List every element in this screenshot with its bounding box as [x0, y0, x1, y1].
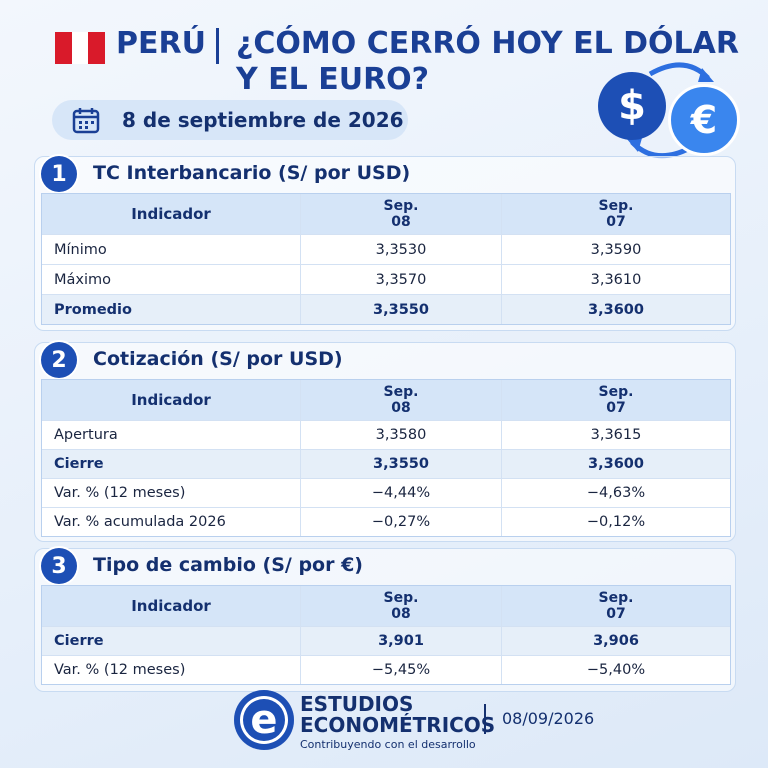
footer-divider — [484, 704, 486, 734]
row-label: Var. % acumulada 2026 — [54, 514, 226, 530]
column-header: Indicador — [131, 391, 211, 409]
row-label: Cierre — [54, 633, 104, 649]
date-pill: 8 de septiembre de 2026 — [52, 100, 408, 140]
row-value: 3,3530 — [300, 235, 501, 264]
row-label: Promedio — [54, 301, 132, 318]
column-header: Sep. 07 — [501, 194, 730, 234]
row-label: Máximo — [54, 271, 112, 288]
header-row: Indicador Sep. 08 Sep. 07 — [42, 380, 730, 420]
row-value: 3,3610 — [501, 265, 730, 294]
section-title: TC Interbancario (S/ por USD) — [93, 162, 410, 184]
column-day: 07 — [606, 214, 626, 230]
tagline: Contribuyendo con el desarrollo — [300, 738, 476, 751]
table-row: Var. % acumulada 2026 −0,27% −0,12% — [42, 507, 730, 536]
brand: ESTUDIOS ECONOMÉTRICOS — [300, 694, 495, 736]
table-row: Var. % (12 meses) −4,44% −4,63% — [42, 478, 730, 507]
row-value: 3,3590 — [501, 235, 730, 264]
row-value: 3,3615 — [501, 421, 730, 449]
row-value: −5,40% — [501, 656, 730, 684]
section-title: Tipo de cambio (S/ por €) — [93, 554, 363, 576]
table-row: Promedio 3,3550 3,3600 — [42, 294, 730, 324]
section: 3 Tipo de cambio (S/ por €) Indicador Sep. 0… — [34, 548, 736, 692]
row-value: −4,44% — [300, 479, 501, 507]
table: Indicador Sep. 08 Sep. 07 Mínimo 3,3530 3,3590 M… — [41, 193, 731, 325]
table-row: Máximo 3,3570 3,3610 — [42, 264, 730, 294]
currency-arrows — [626, 62, 714, 159]
row-value: 3,901 — [300, 627, 501, 655]
section-unit: (S/ por USD) — [210, 348, 343, 370]
brand-line: ESTUDIOS — [300, 692, 414, 716]
column-header: Sep. 08 — [300, 194, 501, 234]
column-header: Sep. 07 — [501, 586, 730, 626]
section: 1 TC Interbancario (S/ por USD) Indicador S… — [34, 156, 736, 331]
column-day: 08 — [391, 606, 411, 622]
divider — [216, 28, 219, 64]
column-header: Indicador — [131, 597, 211, 615]
column-header: Sep. 08 — [300, 380, 501, 420]
title: ¿CÓMO CERRÓ HOY EL DÓLAR Y EL EURO? — [236, 26, 739, 98]
euro-icon: € — [668, 84, 740, 156]
column-month: Sep. — [383, 590, 419, 606]
column-day: 08 — [391, 214, 411, 230]
section-title: Cotización (S/ por USD) — [93, 348, 343, 370]
header-row: Indicador Sep. 08 Sep. 07 — [42, 586, 730, 626]
table: Indicador Sep. 08 Sep. 07 Apertura 3,3580 3,361… — [41, 379, 731, 537]
table-row: Apertura 3,3580 3,3615 — [42, 420, 730, 449]
section: 2 Cotización (S/ por USD) Indicador Sep. 08 S… — [34, 342, 736, 542]
row-value: 3,3550 — [300, 450, 501, 478]
dollar-icon: $ — [598, 72, 666, 140]
row-label: Var. % (12 meses) — [54, 662, 186, 678]
column-header: Indicador — [131, 205, 211, 223]
table-row: Var. % (12 meses) −5,45% −5,40% — [42, 655, 730, 684]
row-value: 3,3600 — [501, 450, 730, 478]
column-day: 07 — [606, 400, 626, 416]
section-number: 3 — [41, 548, 77, 584]
row-label: Cierre — [54, 456, 104, 472]
section-name: Tipo de cambio — [93, 554, 256, 576]
row-value: −4,63% — [501, 479, 730, 507]
row-value: 3,3570 — [300, 265, 501, 294]
table-row: Cierre 3,901 3,906 — [42, 626, 730, 655]
row-label: Var. % (12 meses) — [54, 485, 186, 501]
column-month: Sep. — [598, 590, 634, 606]
date: 8 de septiembre de 2026 — [122, 108, 404, 132]
brand-line: ECONOMÉTRICOS — [300, 713, 496, 737]
section-unit: (S/ por USD) — [278, 162, 411, 184]
footer-date: 08/09/2026 — [502, 709, 595, 728]
table-row: Cierre 3,3550 3,3600 — [42, 449, 730, 478]
column-header: Sep. 07 — [501, 380, 730, 420]
header-row: Indicador Sep. 08 Sep. 07 — [42, 194, 730, 234]
column-header: Sep. 08 — [300, 586, 501, 626]
section-name: TC Interbancario — [93, 162, 272, 184]
column-month: Sep. — [598, 384, 634, 400]
table: Indicador Sep. 08 Sep. 07 Cierre 3,901 3,906 Var… — [41, 585, 731, 685]
row-label: Apertura — [54, 427, 118, 443]
row-value: 3,3600 — [501, 295, 730, 324]
table-row: Mínimo 3,3530 3,3590 — [42, 234, 730, 264]
section-number: 1 — [41, 156, 77, 192]
row-value: 3,3580 — [300, 421, 501, 449]
column-day: 07 — [606, 606, 626, 622]
column-month: Sep. — [598, 198, 634, 214]
logo: e — [234, 690, 294, 750]
row-value: −0,27% — [300, 508, 501, 536]
column-month: Sep. — [383, 384, 419, 400]
section-unit: (S/ por €) — [262, 554, 363, 576]
row-label: Mínimo — [54, 241, 107, 258]
section-number: 2 — [41, 342, 77, 378]
row-value: 3,906 — [501, 627, 730, 655]
title-line: ¿CÓMO CERRÓ HOY EL DÓLAR — [236, 26, 739, 61]
column-day: 08 — [391, 400, 411, 416]
column-month: Sep. — [383, 198, 419, 214]
flag — [55, 32, 106, 64]
country: PERÚ — [116, 26, 206, 61]
title-line: Y EL EURO? — [236, 62, 430, 97]
row-value: −0,12% — [501, 508, 730, 536]
row-value: −5,45% — [300, 656, 501, 684]
section-name: Cotización — [93, 348, 204, 370]
row-value: 3,3550 — [300, 295, 501, 324]
calendar-icon — [72, 108, 100, 134]
